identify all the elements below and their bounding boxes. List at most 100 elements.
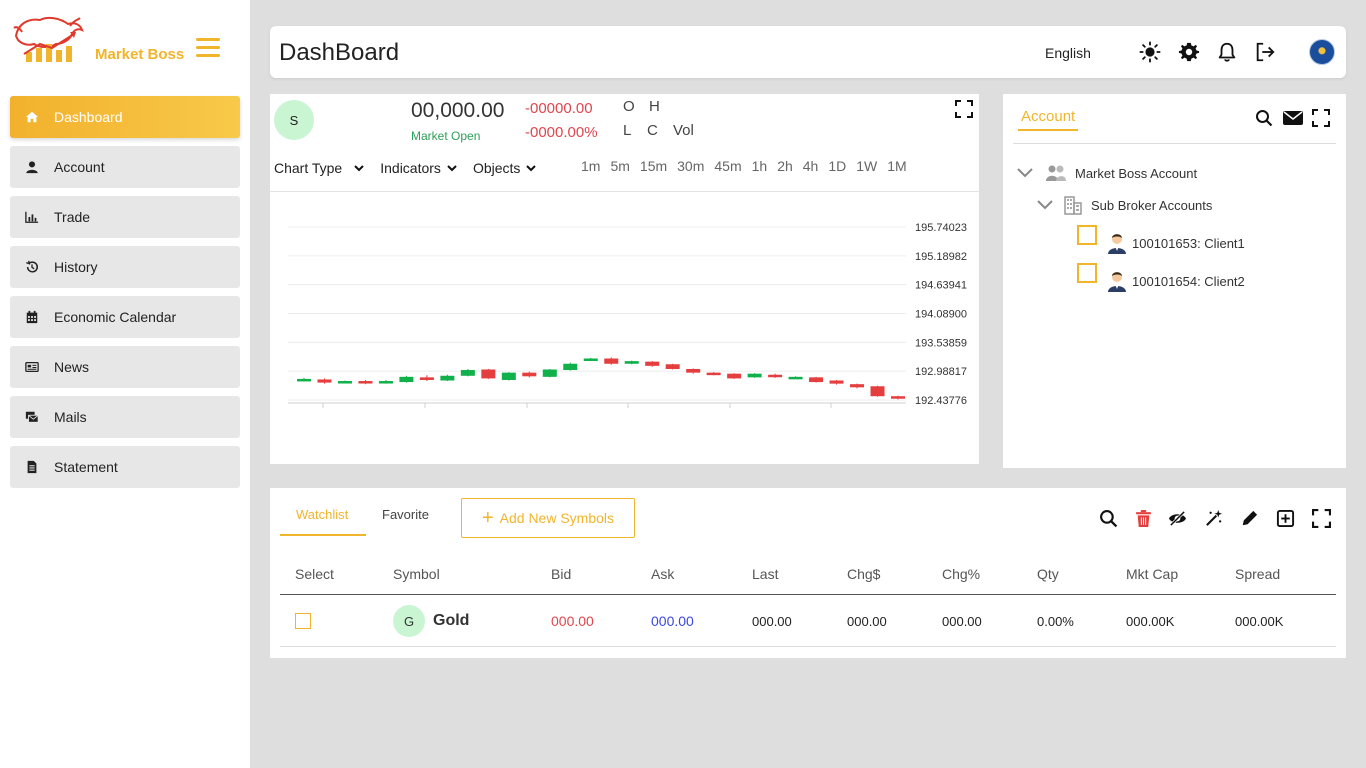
hamburger-menu-icon[interactable] [196, 38, 220, 58]
candle-body [419, 377, 434, 380]
top-header: DashBoard English [270, 26, 1346, 78]
bid-value: 000.00 [551, 613, 594, 629]
search-icon[interactable] [1255, 109, 1273, 127]
chart-type-label: Chart Type [274, 160, 343, 176]
logout-icon[interactable] [1253, 40, 1277, 64]
sun-icon[interactable] [1138, 40, 1162, 64]
objects-dropdown[interactable]: Objects [473, 160, 537, 176]
building-icon [1064, 196, 1082, 215]
timeframe-5m[interactable]: 5m [610, 158, 630, 174]
client-checkbox[interactable] [1077, 225, 1097, 245]
column-header-bid[interactable]: Bid [551, 566, 572, 582]
row-select-checkbox[interactable] [295, 613, 311, 629]
symbol-avatar: S [274, 100, 314, 140]
magic-wand-icon[interactable] [1203, 508, 1223, 528]
column-header-select[interactable]: Select [295, 566, 334, 582]
column-header-chg-percent[interactable]: Chg% [942, 566, 981, 582]
tree-sub-row[interactable]: Sub Broker Accounts [1037, 195, 1212, 215]
y-tick-label: 193.53859 [915, 337, 967, 349]
price-value: 00,000.00 [411, 99, 505, 122]
tab-watchlist[interactable]: Watchlist [296, 507, 349, 522]
table-header-divider [280, 594, 1336, 595]
timeframe-1mo[interactable]: 1M [887, 158, 907, 174]
timeframe-1w[interactable]: 1W [856, 158, 878, 174]
y-tick-label: 194.08900 [915, 309, 967, 321]
tree-root-row[interactable]: Market Boss Account [1017, 164, 1197, 182]
businessman-icon [1108, 272, 1126, 292]
sidebar-item-history[interactable]: History [10, 246, 240, 288]
brand[interactable]: Market Boss [12, 14, 242, 74]
candle-body [850, 384, 865, 388]
timeframe-1d[interactable]: 1D [828, 158, 847, 174]
eye-off-icon[interactable] [1167, 508, 1187, 528]
timeframe-15m[interactable]: 15m [639, 158, 668, 174]
candle-body [378, 381, 393, 384]
column-header-symbol[interactable]: Symbol [393, 566, 440, 582]
pencil-icon[interactable] [1239, 508, 1259, 528]
sidebar-item-economic-calendar[interactable]: Economic Calendar [10, 296, 240, 338]
client-checkbox[interactable] [1077, 263, 1097, 283]
gear-icon[interactable] [1177, 40, 1201, 64]
sidebar-item-trade[interactable]: Trade [10, 196, 240, 238]
sidebar-item-label: Mails [54, 409, 87, 425]
candle-body [727, 373, 742, 379]
y-tick-label: 195.74023 [915, 222, 967, 234]
sidebar-item-statement[interactable]: Statement [10, 446, 240, 488]
column-header-chg[interactable]: Chg$ [847, 566, 881, 582]
qty-value: 0.00% [1037, 614, 1074, 629]
indicators-dropdown[interactable]: Indicators [380, 160, 457, 176]
timeframe-30m[interactable]: 30m [677, 158, 705, 174]
column-header-qty[interactable]: Qty [1037, 566, 1059, 582]
candle-body [460, 370, 475, 376]
chart-divider [270, 191, 979, 192]
envelope-icon[interactable] [1282, 109, 1304, 127]
candlestick-chart[interactable]: 195.74023 195.18982 194.63941 194.08900 193.… [270, 192, 979, 464]
candle-body [829, 380, 844, 384]
fullscreen-icon[interactable] [1312, 109, 1330, 127]
sidebar-item-news[interactable]: News [10, 346, 240, 388]
add-box-icon[interactable] [1275, 508, 1295, 528]
add-new-symbols-button[interactable]: + Add New Symbols [461, 498, 635, 538]
column-header-last[interactable]: Last [752, 566, 779, 582]
column-header-spread[interactable]: Spread [1235, 566, 1281, 582]
candle-body [317, 379, 332, 383]
fullscreen-icon[interactable] [955, 100, 973, 118]
sidebar-item-label: Dashboard [54, 109, 123, 125]
trash-icon[interactable] [1133, 508, 1153, 528]
tab-favorite[interactable]: Favorite [382, 507, 429, 522]
sidebar-item-account[interactable]: Account [10, 146, 240, 188]
fullscreen-icon[interactable] [1311, 508, 1331, 528]
timeframe-2h[interactable]: 2h [777, 158, 793, 174]
bell-icon[interactable] [1215, 40, 1239, 64]
search-icon[interactable] [1098, 508, 1118, 528]
candle-body [706, 372, 721, 376]
sidebar-item-dashboard[interactable]: Dashboard [10, 96, 240, 138]
timeframe-4h[interactable]: 4h [802, 158, 819, 174]
brand-name: Market Boss [95, 46, 185, 63]
chevron-down-icon[interactable] [1017, 167, 1033, 179]
tab-underline [280, 534, 366, 536]
symbol-name[interactable]: Gold [433, 612, 470, 629]
language-selector[interactable]: English [1045, 45, 1091, 61]
candle-body [563, 363, 578, 371]
timeframe-1m[interactable]: 1m [581, 158, 601, 174]
sidebar-item-mails[interactable]: Mails [10, 396, 240, 438]
ohlc-low-label: L [623, 122, 632, 139]
account-panel: Account Market Boss Account Sub Broker A… [1003, 94, 1346, 468]
tab-account[interactable]: Account [1018, 108, 1079, 131]
avatar[interactable] [1309, 39, 1335, 65]
plus-icon: + [481, 507, 494, 529]
tree-client-row[interactable]: 100101654: Client2 [1077, 260, 1245, 292]
tree-client-row[interactable]: 100101653: Client1 [1077, 222, 1245, 254]
candle-body [583, 358, 598, 361]
timeframe-1h[interactable]: 1h [751, 158, 768, 174]
timeframe-45m[interactable]: 45m [714, 158, 742, 174]
chevron-down-icon[interactable] [1037, 199, 1053, 211]
column-header-mkt-cap[interactable]: Mkt Cap [1126, 566, 1179, 582]
chg-percent-value: 000.00 [942, 614, 982, 629]
chart-type-dropdown[interactable]: Chart Type [274, 160, 364, 176]
column-header-ask[interactable]: Ask [651, 566, 675, 582]
symbol-avatar: G [393, 605, 425, 637]
ohlc-close-label: C [647, 122, 658, 139]
y-tick-label: 192.43776 [915, 395, 967, 407]
